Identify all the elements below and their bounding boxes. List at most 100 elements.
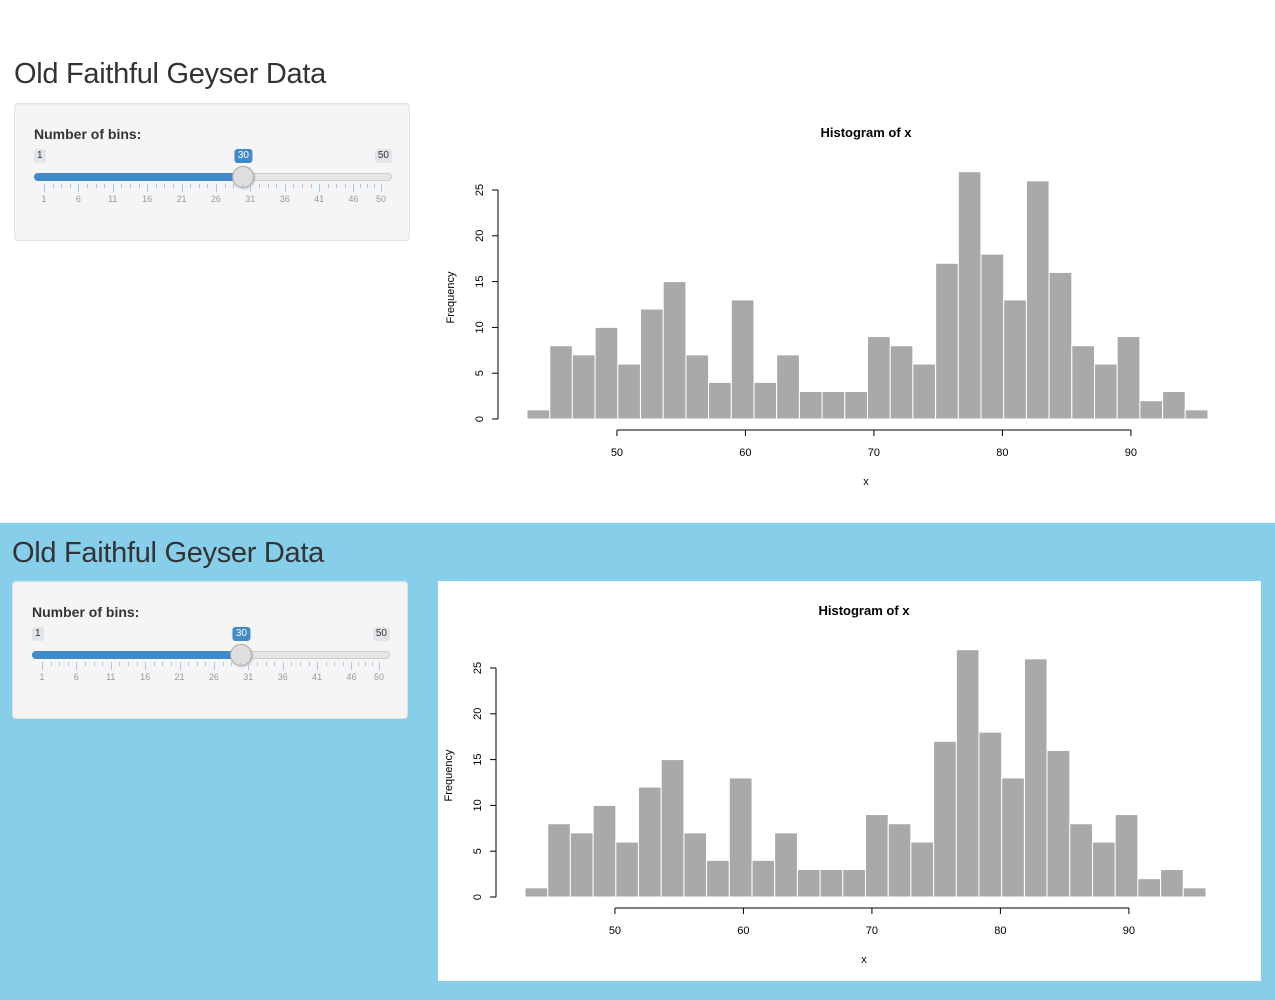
y-tick-label: 25 <box>474 184 486 196</box>
histogram-bar <box>1048 271 1073 420</box>
slider-grid-label: 26 <box>208 672 219 682</box>
histogram-bar <box>1046 749 1071 898</box>
slider-grid-label: 36 <box>279 194 290 204</box>
histogram-bar <box>751 859 776 898</box>
slider-grid-major-tick <box>147 184 149 192</box>
slider-grid-minor-tick <box>231 662 233 666</box>
slider-grid-minor-tick <box>104 184 106 188</box>
slider-grid-minor-tick <box>241 184 243 188</box>
slider-grid-label: 41 <box>314 194 325 204</box>
histogram-bar <box>617 363 641 420</box>
slider-grid-minor-tick <box>50 662 52 666</box>
histogram-bar <box>594 326 619 420</box>
histogram-bar <box>524 887 549 898</box>
histogram-bar <box>842 869 867 898</box>
histogram-bar <box>1182 887 1207 898</box>
slider-grid-minor-tick <box>153 662 155 666</box>
histogram-bar <box>1184 409 1209 420</box>
slider-grid-major-tick <box>317 662 319 670</box>
slider-grid-minor-tick <box>233 184 235 188</box>
x-tick-label: 90 <box>1125 447 1137 459</box>
slider-grid-minor-tick <box>67 662 69 666</box>
slider-grid-major-tick <box>112 184 114 192</box>
histogram-bar <box>1003 299 1027 420</box>
slider-grid-minor-tick <box>342 662 344 666</box>
y-tick-label: 20 <box>472 708 484 720</box>
histogram-bar <box>549 345 573 420</box>
histogram-bar <box>547 823 571 898</box>
histogram-bar <box>821 391 846 420</box>
histogram-bar <box>796 869 821 898</box>
x-tick-label: 80 <box>994 925 1006 937</box>
slider-grid-minor-tick <box>258 184 260 188</box>
histogram-bar <box>592 804 617 898</box>
slider-grid-major-tick <box>179 662 181 670</box>
y-tick-label: 10 <box>474 321 486 333</box>
slider-grid-minor-tick <box>265 662 267 666</box>
chart-title: Histogram of x <box>818 603 910 618</box>
slider-grid-major-tick <box>42 662 43 670</box>
histogram-bar <box>1023 658 1048 898</box>
slider-grid-minor-tick <box>274 662 276 666</box>
bins-slider[interactable]: 1 50 30 1 6 11 16 21 26 31 36 41 46 50 <box>34 148 392 208</box>
slider-grid-minor-tick <box>327 184 329 188</box>
slider-grid-major-tick <box>110 662 112 670</box>
y-tick-label: 5 <box>474 370 486 376</box>
histogram-bar <box>1001 777 1025 898</box>
slider-grid-minor-tick <box>205 662 207 666</box>
slider-handle[interactable] <box>230 644 253 666</box>
slider-grid-minor-tick <box>136 662 138 666</box>
slider-grid-minor-tick <box>267 184 269 188</box>
histogram-bar <box>1092 841 1116 898</box>
slider-grid-label: 41 <box>312 672 323 682</box>
slider-grid-major-tick <box>213 662 215 670</box>
slider-max-label: 50 <box>374 149 392 163</box>
bins-slider[interactable]: 1 50 30 1 6 11 16 21 26 31 36 41 46 50 <box>32 626 390 686</box>
slider-min-label: 1 <box>32 627 44 641</box>
y-tick-label: 0 <box>472 894 484 900</box>
slider-grid-minor-tick <box>138 184 140 188</box>
histogram-bar <box>1025 180 1050 420</box>
slider-grid-label: 31 <box>245 194 256 204</box>
slider-grid-minor-tick <box>334 662 336 666</box>
sidebar-panel: Number of bins: 1 50 30 1 6 11 16 21 26 31 36 41… <box>14 103 410 241</box>
sidebar-panel: Number of bins: 1 50 30 1 6 11 16 21 26 31 36 41… <box>12 581 408 719</box>
histogram-bar <box>708 381 732 420</box>
y-tick-label: 10 <box>472 799 484 811</box>
slider-grid-minor-tick <box>61 184 63 188</box>
histogram-bar <box>1139 400 1164 420</box>
histogram-bar <box>935 262 959 420</box>
slider-grid-minor-tick <box>119 662 121 666</box>
page-title: Old Faithful Geyser Data <box>12 537 324 569</box>
slider-grid-minor-tick <box>207 184 209 188</box>
slider-grid-minor-tick <box>344 184 346 188</box>
slider-grid-minor-tick <box>372 662 374 666</box>
histogram-bar <box>867 336 891 420</box>
slider-grid-label: 50 <box>373 672 385 682</box>
histogram-bar <box>980 253 1005 420</box>
histogram-bar <box>1137 878 1162 898</box>
histogram-bar <box>1162 391 1186 420</box>
histogram-bar <box>660 759 685 898</box>
histogram-bar <box>569 832 594 898</box>
slider-grid-major-tick <box>319 184 321 192</box>
slider-grid-minor-tick <box>188 662 190 666</box>
histogram-bar <box>912 363 937 420</box>
histogram-svg: Histogram of x 50 60 70 80 90 x 0 5 10 15 20 25 Frequ… <box>443 603 1207 966</box>
y-axis-label: Frequency <box>445 271 457 323</box>
histogram-bar <box>526 409 551 420</box>
slider-grid-label: 6 <box>73 672 79 682</box>
slider-handle[interactable] <box>232 166 255 188</box>
slider-grid-minor-tick <box>360 184 362 188</box>
histogram-bar <box>685 354 710 420</box>
histogram-plot: Histogram of x 50 60 70 80 90 x 0 5 10 15 20 25 Frequ… <box>438 581 1261 981</box>
slider-grid-minor-tick <box>224 184 226 188</box>
slider-grid-minor-tick <box>367 184 369 188</box>
slider-grid-minor-tick <box>129 184 131 188</box>
slider-grid-minor-tick <box>299 662 301 666</box>
slider-grid-minor-tick <box>164 184 166 188</box>
slider-grid-label: 46 <box>348 194 359 204</box>
y-tick-label: 15 <box>474 275 486 287</box>
histogram-bar <box>776 354 800 420</box>
histogram-bar <box>1114 814 1139 898</box>
